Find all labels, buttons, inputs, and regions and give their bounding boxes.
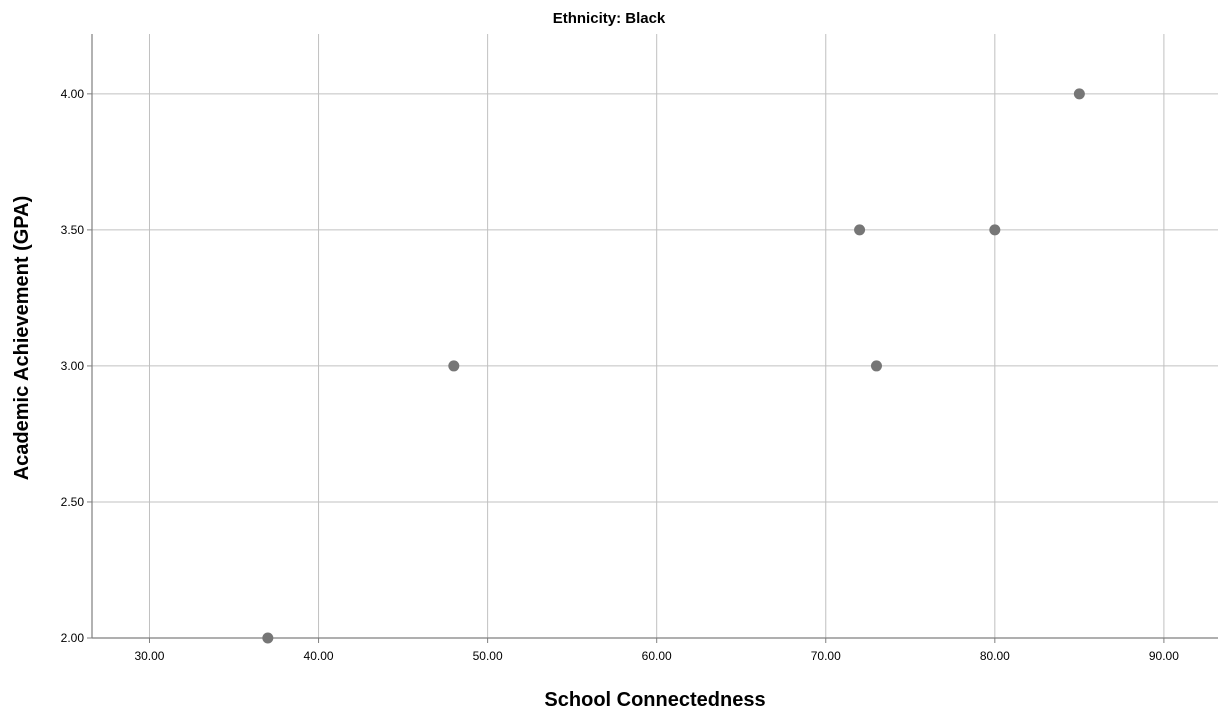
y-axis-label: Academic Achievement (GPA)	[11, 196, 33, 481]
x-tick-label: 60.00	[642, 649, 672, 663]
y-tick-label: 2.00	[61, 631, 85, 645]
x-axis-ticks: 30.00 40.00 50.00 60.00 70.00 80.00 90.00	[134, 638, 1179, 663]
x-axis-label: School Connectedness	[544, 689, 765, 710]
y-tick-label: 2.50	[61, 495, 85, 509]
x-tick-label: 50.00	[473, 649, 503, 663]
data-point	[989, 224, 1001, 236]
y-tick-label: 4.00	[61, 87, 85, 101]
data-point	[1073, 88, 1085, 100]
data-point	[448, 360, 460, 372]
y-tick-label: 3.00	[61, 359, 85, 373]
data-points	[262, 88, 1085, 644]
vertical-gridlines	[148, 34, 1165, 638]
x-tick-label: 70.00	[811, 649, 841, 663]
data-point	[854, 224, 866, 236]
y-axis-ticks: 2.00 2.50 3.00 3.50 4.00	[61, 87, 92, 645]
x-tick-label: 30.00	[134, 649, 164, 663]
x-tick-label: 80.00	[980, 649, 1010, 663]
horizontal-gridlines	[92, 93, 1218, 503]
data-point	[262, 632, 274, 644]
data-point	[870, 360, 882, 372]
x-tick-label: 90.00	[1149, 649, 1179, 663]
x-tick-label: 40.00	[304, 649, 334, 663]
y-tick-label: 3.50	[61, 223, 85, 237]
chart-title: Ethnicity: Black	[553, 10, 666, 27]
